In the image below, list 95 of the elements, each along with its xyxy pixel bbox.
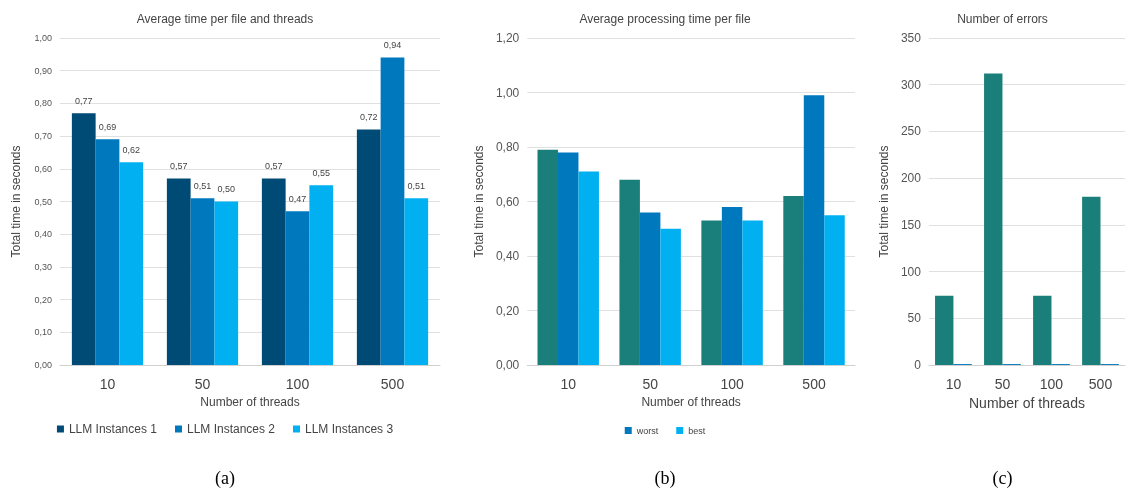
- bar: [380, 57, 405, 365]
- x-tick-label: 50: [994, 376, 1011, 392]
- data-label: 0,57: [169, 161, 188, 172]
- data-label: 0,94: [383, 40, 402, 51]
- data-label: 0,47: [288, 193, 307, 204]
- y-axis-title: Total time in seconds: [472, 145, 486, 258]
- bar: [578, 171, 599, 365]
- x-tick-label: 500: [802, 376, 826, 392]
- y-tick-label: 0,00: [34, 360, 52, 370]
- bar: [721, 206, 743, 365]
- chart-title: Average processing time per file: [579, 12, 751, 26]
- data-label: 0,51: [407, 180, 426, 191]
- data-label: 0,55: [312, 167, 331, 178]
- x-tick-label: 100: [285, 376, 310, 392]
- bar: [824, 215, 845, 365]
- y-tick-label: 350: [900, 31, 922, 45]
- x-tick-label: 10: [99, 376, 116, 392]
- y-axis-title: Total time in seconds: [9, 145, 23, 258]
- x-tick-label: 500: [1088, 376, 1113, 392]
- y-tick-label: 250: [900, 124, 922, 139]
- x-axis-title: Number of threads: [968, 394, 1085, 411]
- text: (b): [654, 468, 676, 489]
- y-tick-label: 0,70: [34, 131, 52, 142]
- y-tick-label: 0,40: [34, 229, 52, 240]
- data-label: 0,57: [264, 161, 283, 172]
- bar: [95, 139, 120, 365]
- y-tick-label: 0,80: [495, 140, 520, 154]
- y-tick-label: 1,00: [34, 33, 52, 43]
- bar: [309, 185, 334, 365]
- data-label: 0,62: [122, 144, 141, 155]
- bar: [261, 178, 286, 365]
- bar: [619, 179, 640, 365]
- y-tick-label: 0,60: [495, 194, 520, 209]
- y-tick-label: 0,20: [34, 294, 52, 305]
- y-tick-label: 0: [914, 358, 922, 372]
- bar: [119, 162, 144, 365]
- bar: [285, 211, 310, 365]
- bar: [166, 178, 191, 365]
- y-tick-label: 0,50: [34, 196, 52, 207]
- data-label: 0,51: [193, 180, 212, 191]
- bar: [742, 220, 763, 365]
- legend-label: LLM Instances 3: [305, 422, 394, 436]
- bar: [803, 95, 825, 365]
- y-tick-label: 0,20: [495, 303, 520, 318]
- legend-label: LLM Instances 1: [68, 422, 158, 436]
- y-tick-label: 0,10: [34, 327, 52, 338]
- legend-label: LLM Instances 2: [186, 422, 276, 436]
- y-tick-label: 0,90: [34, 65, 52, 76]
- bar: [935, 295, 954, 365]
- y-tick-label: 200: [900, 171, 922, 186]
- y-tick-label: 1,00: [495, 85, 520, 100]
- bar: [660, 228, 681, 365]
- x-tick-label: 100: [1039, 376, 1064, 392]
- bar: [557, 152, 579, 365]
- bar: [71, 113, 96, 365]
- bar: [537, 149, 558, 365]
- bar: [1033, 295, 1052, 365]
- bar: [984, 73, 1003, 365]
- legend-label: worst: [635, 425, 659, 436]
- y-tick-label: 0,60: [34, 163, 52, 174]
- y-tick-label: 50: [907, 311, 922, 326]
- y-tick-label: 0,80: [34, 98, 52, 109]
- bar: [356, 129, 381, 365]
- y-axis-title: Total time in seconds: [877, 145, 891, 258]
- bar: [214, 201, 239, 365]
- y-tick-label: 100: [900, 264, 922, 279]
- x-tick-label: 10: [560, 376, 577, 392]
- bar: [701, 220, 722, 365]
- text: (a): [215, 468, 235, 489]
- x-tick-label: 50: [194, 376, 211, 392]
- data-label: 0,72: [359, 112, 378, 123]
- bar: [639, 212, 661, 365]
- x-tick-label: 100: [720, 376, 744, 392]
- text: (c): [992, 468, 1013, 489]
- y-tick-label: 150: [900, 217, 922, 232]
- bar: [783, 196, 804, 365]
- bar: [190, 198, 215, 365]
- x-tick-label: 10: [945, 376, 962, 392]
- x-axis-title: Number of threads: [641, 394, 741, 409]
- y-tick-label: 1,20: [495, 31, 520, 45]
- data-label: 0,50: [217, 184, 236, 194]
- chart-title: Average time per file and threads: [136, 12, 314, 26]
- data-label: 0,69: [98, 121, 117, 132]
- chart-title: Number of errors: [957, 12, 1048, 26]
- x-tick-label: 500: [380, 376, 405, 392]
- x-axis-title: Number of threads: [200, 394, 300, 409]
- y-tick-label: 0,00: [495, 358, 520, 372]
- y-tick-label: 0,30: [34, 261, 52, 272]
- y-tick-label: 0,40: [495, 249, 520, 263]
- data-label: 0,77: [74, 95, 93, 106]
- legend-label: best: [688, 425, 706, 436]
- bar: [1082, 196, 1101, 365]
- bar: [404, 198, 429, 365]
- y-tick-label: 300: [900, 77, 922, 92]
- x-tick-label: 50: [642, 376, 659, 392]
